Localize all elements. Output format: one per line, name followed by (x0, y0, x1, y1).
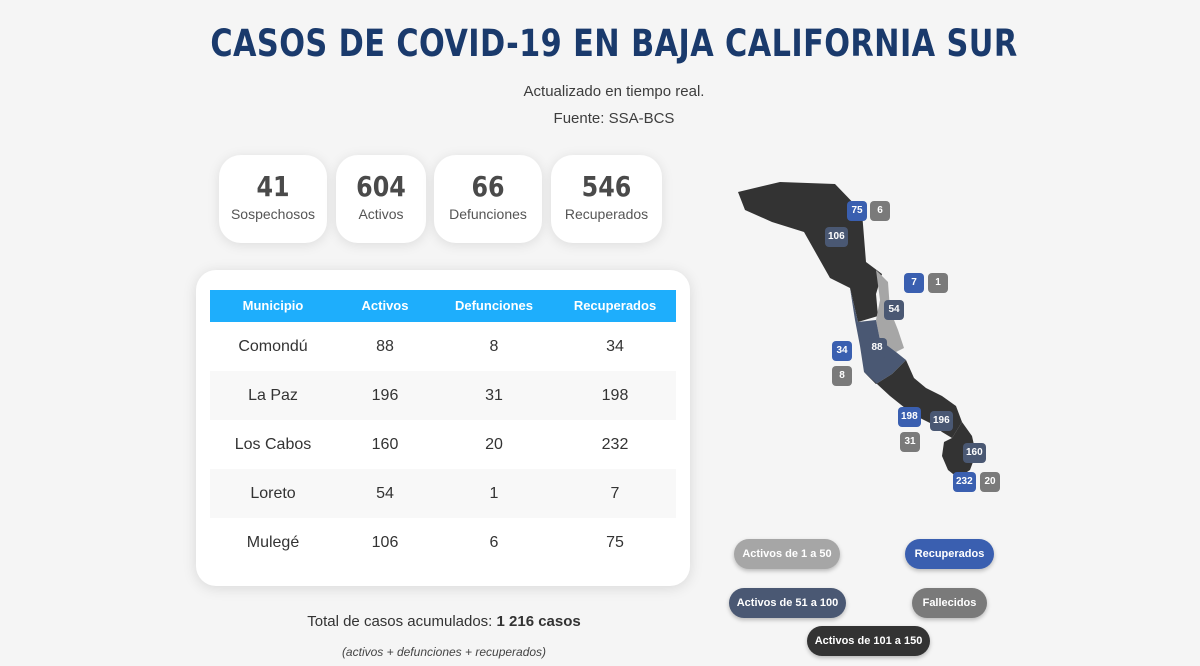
stat-card-sospechosos: 41 Sospechosos (219, 155, 327, 243)
total-value: 1 216 casos (496, 613, 581, 630)
cell-activos: 54 (376, 485, 394, 502)
cell-municipio: Mulegé (246, 534, 300, 551)
municipality-table: Municipio Activos Defunciones Recuperado… (196, 270, 690, 586)
page-title: CASOS DE COVID-19 EN BAJA CALIFORNIA SUR (210, 22, 1018, 65)
total-formula: (activos + defunciones + recuperados) (341, 645, 547, 659)
cell-defunciones: 31 (485, 387, 503, 404)
bcs-map (738, 182, 976, 478)
column-header-activos: Activos (361, 298, 409, 313)
column-header-municipio: Municipio (242, 298, 304, 313)
legend-activos-101-150: Activos de 101 a 150 (807, 626, 930, 656)
column-header-recuperados: Recuperados (573, 298, 657, 313)
stat-label: Defunciones (449, 206, 527, 222)
badge-loreto-activos: 54 (884, 300, 904, 320)
cell-recuperados: 232 (601, 436, 629, 453)
cell-municipio: La Paz (248, 387, 298, 404)
cell-activos: 160 (371, 436, 399, 453)
region-comondu[interactable] (850, 288, 906, 384)
stat-card-recuperados: 546 Recuperados (551, 155, 662, 243)
legend-activos-1-50: Activos de 1 a 50 (734, 539, 840, 569)
badge-la-paz-recuperados: 198 (898, 407, 921, 427)
badge-loreto-defunciones: 1 (928, 273, 948, 293)
total-label: Total de casos acumulados: (307, 613, 493, 630)
table-row: Loreto 54 1 7 (210, 469, 676, 518)
cell-defunciones: 8 (489, 338, 499, 355)
source-note: Fuente: SSA-BCS (553, 110, 675, 127)
column-header-defunciones: Defunciones (454, 298, 533, 313)
cell-activos: 106 (371, 534, 399, 551)
table-row: Mulegé 106 6 75 (210, 518, 676, 567)
badge-los-cabos-recuperados: 232 (953, 472, 976, 492)
cell-defunciones: 1 (489, 485, 499, 502)
cell-municipio: Comondú (238, 338, 308, 355)
stat-label: Sospechosos (230, 206, 316, 222)
badge-la-paz-defunciones: 31 (900, 432, 920, 452)
legend-recuperados: Recuperados (905, 539, 994, 569)
cell-defunciones: 20 (485, 436, 503, 453)
table-row: Los Cabos 160 20 232 (210, 420, 676, 469)
stat-label: Activos (358, 206, 404, 222)
stat-value: 546 (581, 170, 632, 203)
badge-comondu-defunciones: 8 (832, 366, 852, 386)
legend-activos-51-100: Activos de 51 a 100 (729, 588, 846, 618)
stat-label: Recuperados (564, 206, 649, 222)
stat-card-defunciones: 66 Defunciones (434, 155, 542, 243)
cell-recuperados: 34 (606, 338, 624, 355)
table-row: La Paz 196 31 198 (210, 371, 676, 420)
badge-comondu-activos: 88 (867, 338, 887, 358)
stat-value: 41 (256, 170, 290, 203)
table-header: Municipio Activos Defunciones Recuperado… (210, 290, 676, 322)
table-row: Comondú 88 8 34 (210, 322, 676, 371)
cell-recuperados: 198 (601, 387, 629, 404)
stat-value: 604 (356, 170, 406, 203)
cell-activos: 88 (376, 338, 394, 355)
badge-loreto-recuperados: 7 (904, 273, 924, 293)
legend-fallecidos: Fallecidos (912, 588, 987, 618)
cell-defunciones: 6 (489, 534, 499, 551)
badge-mulege-activos: 106 (825, 227, 848, 247)
badge-la-paz-activos: 196 (930, 411, 953, 431)
stat-value: 66 (471, 170, 505, 203)
badge-mulege-recuperados: 75 (847, 201, 867, 221)
cell-municipio: Los Cabos (234, 436, 312, 453)
region-mulege[interactable] (738, 182, 882, 322)
cell-recuperados: 7 (610, 485, 620, 502)
badge-mulege-defunciones: 6 (870, 201, 890, 221)
badge-los-cabos-activos: 160 (963, 443, 986, 463)
update-note: Actualizado en tiempo real. (523, 83, 705, 100)
total-cases: Total de casos acumulados: 1 216 casos (0, 613, 888, 630)
badge-los-cabos-defunciones: 20 (980, 472, 1000, 492)
stat-card-activos: 604 Activos (336, 155, 426, 243)
cell-activos: 196 (371, 387, 399, 404)
badge-comondu-recuperados: 34 (832, 341, 852, 361)
region-los-cabos[interactable] (942, 422, 976, 478)
cell-recuperados: 75 (606, 534, 624, 551)
cell-municipio: Loreto (250, 485, 296, 502)
